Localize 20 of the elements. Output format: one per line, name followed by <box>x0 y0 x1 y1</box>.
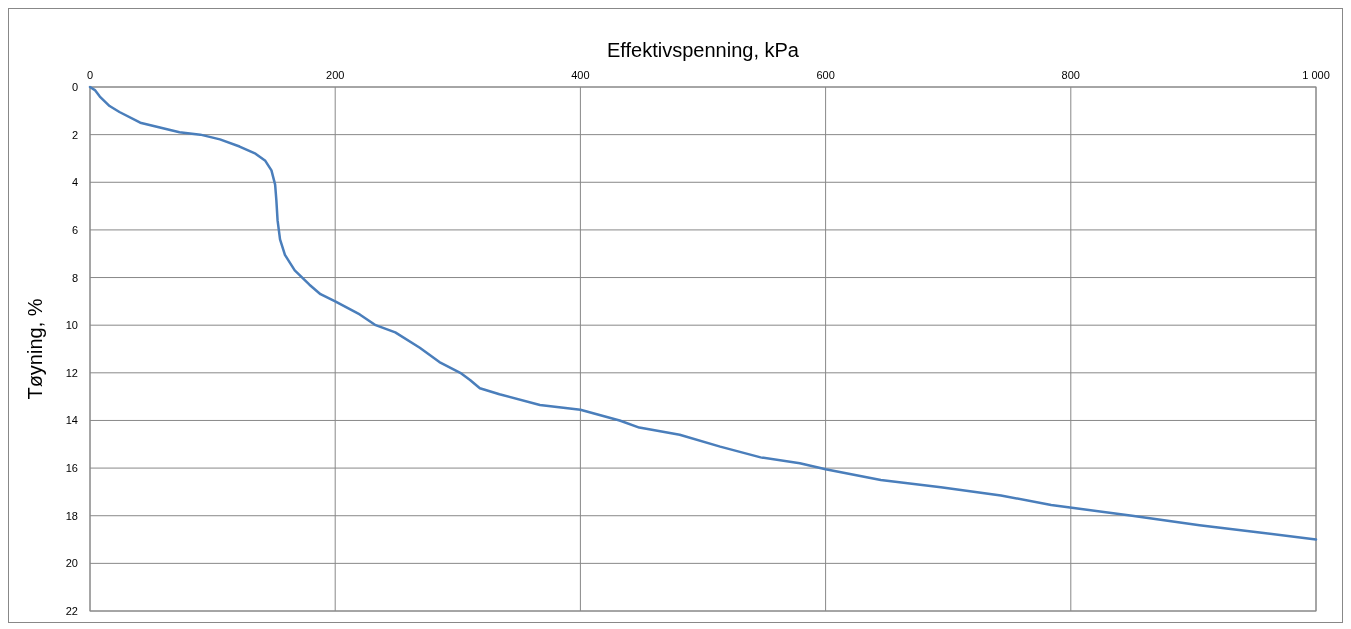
x-tick-label: 600 <box>816 69 835 81</box>
y-tick-label: 0 <box>71 81 78 93</box>
y-tick-label: 14 <box>65 414 78 427</box>
y-tick-label: 20 <box>65 557 78 570</box>
y-tick-label: 16 <box>65 462 78 475</box>
y-tick-label: 12 <box>65 366 78 379</box>
y-axis-title: Tøyning, % <box>24 298 46 400</box>
x-tick-label: 1 000 <box>1302 69 1330 81</box>
x-axis-title: Effektivspenning, kPa <box>607 39 800 61</box>
y-tick-label: 18 <box>65 509 78 522</box>
y-tick-label: 6 <box>71 223 78 236</box>
y-tick-label: 8 <box>71 271 78 284</box>
x-tick-label: 800 <box>1061 69 1080 81</box>
x-tick-label: 200 <box>326 69 345 81</box>
x-tick-label: 0 <box>86 69 94 81</box>
y-tick-label: 10 <box>65 319 78 332</box>
y-tick-label: 22 <box>65 605 78 617</box>
y-tick-label: 2 <box>71 128 78 141</box>
y-tick-label: 4 <box>71 176 78 189</box>
x-tick-label: 400 <box>571 69 590 81</box>
